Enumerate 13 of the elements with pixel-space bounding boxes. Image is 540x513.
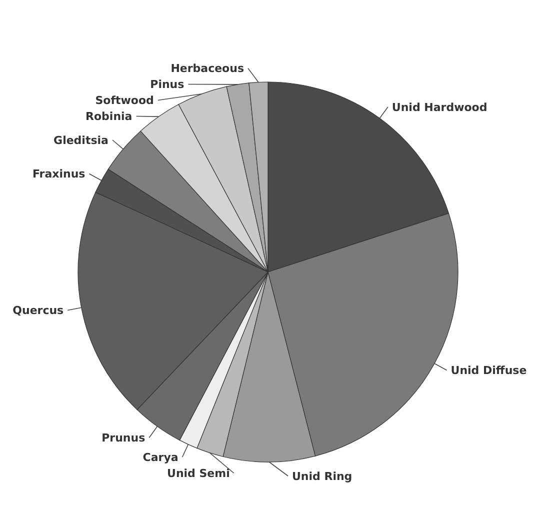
slice-label: Pinus — [150, 78, 185, 92]
slice-label: Prunus — [102, 432, 146, 445]
slice-label: Carya — [142, 450, 178, 464]
slice-label: Unid Hardwood — [392, 100, 488, 114]
slice-label: Fraxinus — [32, 168, 86, 181]
slice-label: Unid Semi — [167, 466, 230, 480]
slice-label: Gleditsia — [54, 134, 108, 147]
slice-label: Unid Ring — [292, 470, 352, 483]
slice-label: Herbaceous — [170, 62, 244, 76]
slice-label: Softwood — [95, 94, 154, 108]
slice-label: Robinia — [86, 110, 132, 124]
slice-label: Quercus — [12, 304, 64, 318]
slice-label: Unid Diffuse — [450, 364, 527, 378]
